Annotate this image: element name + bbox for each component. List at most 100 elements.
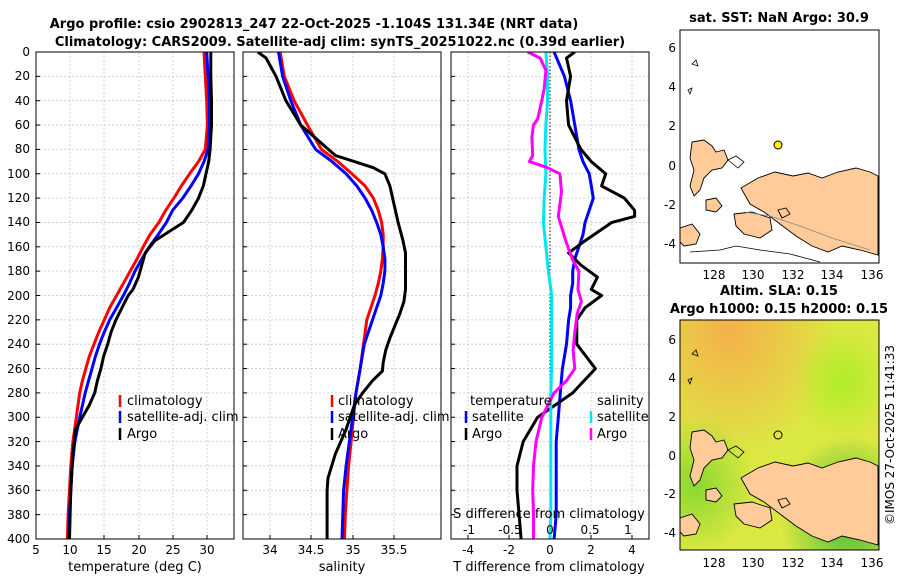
legend-label-t-argo: Argo	[472, 427, 502, 442]
sla-map: 6 4 2 0 -2 -4 128 130 132 134 136	[664, 319, 884, 570]
lat-tick-label: -2	[664, 198, 676, 212]
s-tick-label: -1	[463, 523, 475, 537]
difference-grid	[451, 52, 649, 539]
series-line-climatology	[65, 52, 209, 539]
s-tick-label: 1	[624, 523, 632, 537]
lon-tick-label: 134	[821, 268, 844, 282]
y-tick-label: 300	[7, 410, 30, 424]
y-tick-label: 240	[7, 337, 30, 351]
lat-tick-label: -4	[664, 237, 676, 251]
y-tick-label: 40	[15, 94, 30, 108]
lat-tick-label: 6	[668, 41, 676, 55]
lat-tick-label: 4	[668, 371, 676, 385]
x-tick-label: 35	[345, 543, 360, 557]
series-line-satellite-adj-clim	[67, 52, 211, 539]
temperature-legend: climatology satellite-adj. clim Argo	[118, 394, 239, 442]
temperature-x-axis-label: temperature (deg C)	[68, 560, 202, 575]
lon-tick-label: 130	[742, 556, 765, 570]
y-tick-label: 20	[15, 69, 30, 83]
lat-tick-label: 2	[668, 119, 676, 133]
y-tick-label: 80	[15, 142, 30, 156]
lat-tick-label: 2	[668, 410, 676, 424]
legend-label-t-satellite: satellite	[472, 410, 524, 425]
legend-label-satellite: satellite-adj. clim	[127, 410, 239, 425]
difference-legend: temperature salinity satellite Argo sate…	[464, 394, 649, 442]
lat-tick-label: -2	[664, 487, 676, 501]
salinity-panel: 34 34.5 35 35.5 salinity climatology sat…	[242, 51, 450, 575]
series-line-s-argo	[527, 52, 583, 539]
legend-label-s-argo: Argo	[597, 427, 627, 442]
y-tick-label: 360	[7, 483, 30, 497]
lon-tick-label: 136	[861, 268, 884, 282]
legend-label-argo: Argo	[338, 427, 368, 442]
x-tick-label: 2	[587, 543, 595, 557]
argo-float-marker	[773, 140, 783, 150]
s-tick-label: -0.5	[498, 523, 521, 537]
lon-tick-label: 128	[703, 556, 726, 570]
s-tick-label: 0.5	[580, 523, 599, 537]
y-tick-label: 140	[7, 215, 30, 229]
series-line-argo	[256, 52, 407, 539]
x-tick-label: 5	[32, 543, 40, 557]
sst-map-frame	[679, 29, 880, 264]
temperature-x-tick-labels: 5 10 15 20 25 30	[32, 543, 214, 557]
sla-map-frame	[679, 319, 880, 551]
s-tick-label: 0	[546, 523, 554, 537]
series-line-satellite-adj-clim	[277, 52, 387, 539]
x-tick-label: 15	[96, 543, 111, 557]
lon-tick-label: 128	[703, 268, 726, 282]
difference-series	[515, 52, 637, 539]
y-tick-label: 320	[7, 435, 30, 449]
x-tick-label: -2	[503, 543, 515, 557]
x-tick-label: 35.5	[381, 543, 408, 557]
lon-tick-label: 132	[782, 556, 805, 570]
legend-title-salinity: salinity	[597, 394, 644, 409]
sla-map-y-tick-labels: 6 4 2 0 -2 -4	[664, 333, 676, 540]
y-tick-label: 60	[15, 118, 30, 132]
difference-axes-box	[450, 51, 650, 540]
y-tick-label: 220	[7, 313, 30, 327]
difference-panel: -4 -2 0 2 4 T difference from climatolog…	[450, 51, 650, 575]
lon-tick-label: 132	[782, 268, 805, 282]
y-tick-label: 340	[7, 459, 30, 473]
lon-tick-label: 134	[821, 556, 844, 570]
lon-tick-label: 130	[742, 268, 765, 282]
x-tick-label: 20	[131, 543, 146, 557]
salinity-difference-tick-labels: -1 -0.5 0 0.5 1	[463, 523, 632, 537]
y-tick-label: 380	[7, 508, 30, 522]
salinity-x-tick-labels: 34 34.5 35 35.5	[262, 543, 407, 557]
y-tick-label: 200	[7, 289, 30, 303]
legend-label-argo: Argo	[127, 427, 157, 442]
legend-label-s-satellite: satellite	[597, 410, 649, 425]
lat-tick-label: 6	[668, 333, 676, 347]
y-tick-label: 0	[22, 45, 30, 59]
x-tick-label: 4	[628, 543, 636, 557]
sst-map-title: sat. SST: NaN Argo: 30.9	[689, 11, 869, 26]
sla-map-x-tick-labels: 128 130 132 134 136	[703, 556, 884, 570]
salinity-difference-axis-label: S difference from climatology	[453, 507, 645, 522]
sla-map-title-line1: Altim. SLA: 0.15	[720, 284, 838, 299]
sla-map-title-line2: Argo h1000: 0.15 h2000: 0.15	[670, 302, 888, 317]
sst-map: 6 4 2 0 -2 -4 128 130 132 134 136	[664, 29, 884, 282]
difference-x-tick-labels: -4 -2 0 2 4	[462, 543, 636, 557]
salinity-legend: climatology satellite-adj. clim Argo	[330, 394, 450, 442]
salinity-grid	[243, 52, 441, 539]
x-tick-label: 30	[199, 543, 214, 557]
x-tick-label: 0	[546, 543, 554, 557]
lat-tick-label: 4	[668, 80, 676, 94]
x-tick-label: 34.5	[298, 543, 325, 557]
sst-map-x-tick-labels: 128 130 132 134 136	[703, 268, 884, 282]
coastline-fragments	[687, 349, 745, 459]
copyright-stamp: ©IMOS 27-Oct-2025 11:41:33	[883, 345, 897, 525]
difference-x-axis-label: T difference from climatology	[452, 560, 645, 575]
salinity-axes-box	[242, 51, 442, 540]
series-line-t-argo	[515, 52, 637, 539]
lon-tick-label: 136	[861, 556, 884, 570]
legend-title-temperature: temperature	[470, 394, 552, 409]
main-title-line1: Argo profile: csio 2902813_247 22-Oct-20…	[50, 17, 579, 32]
temperature-y-tick-labels: 0 20 40 60 80 100 120 140 160 180 200 22…	[7, 45, 30, 546]
lat-tick-label: 0	[668, 159, 676, 173]
series-line-s-satellite	[541, 52, 554, 539]
coastline-fragments	[687, 59, 821, 263]
